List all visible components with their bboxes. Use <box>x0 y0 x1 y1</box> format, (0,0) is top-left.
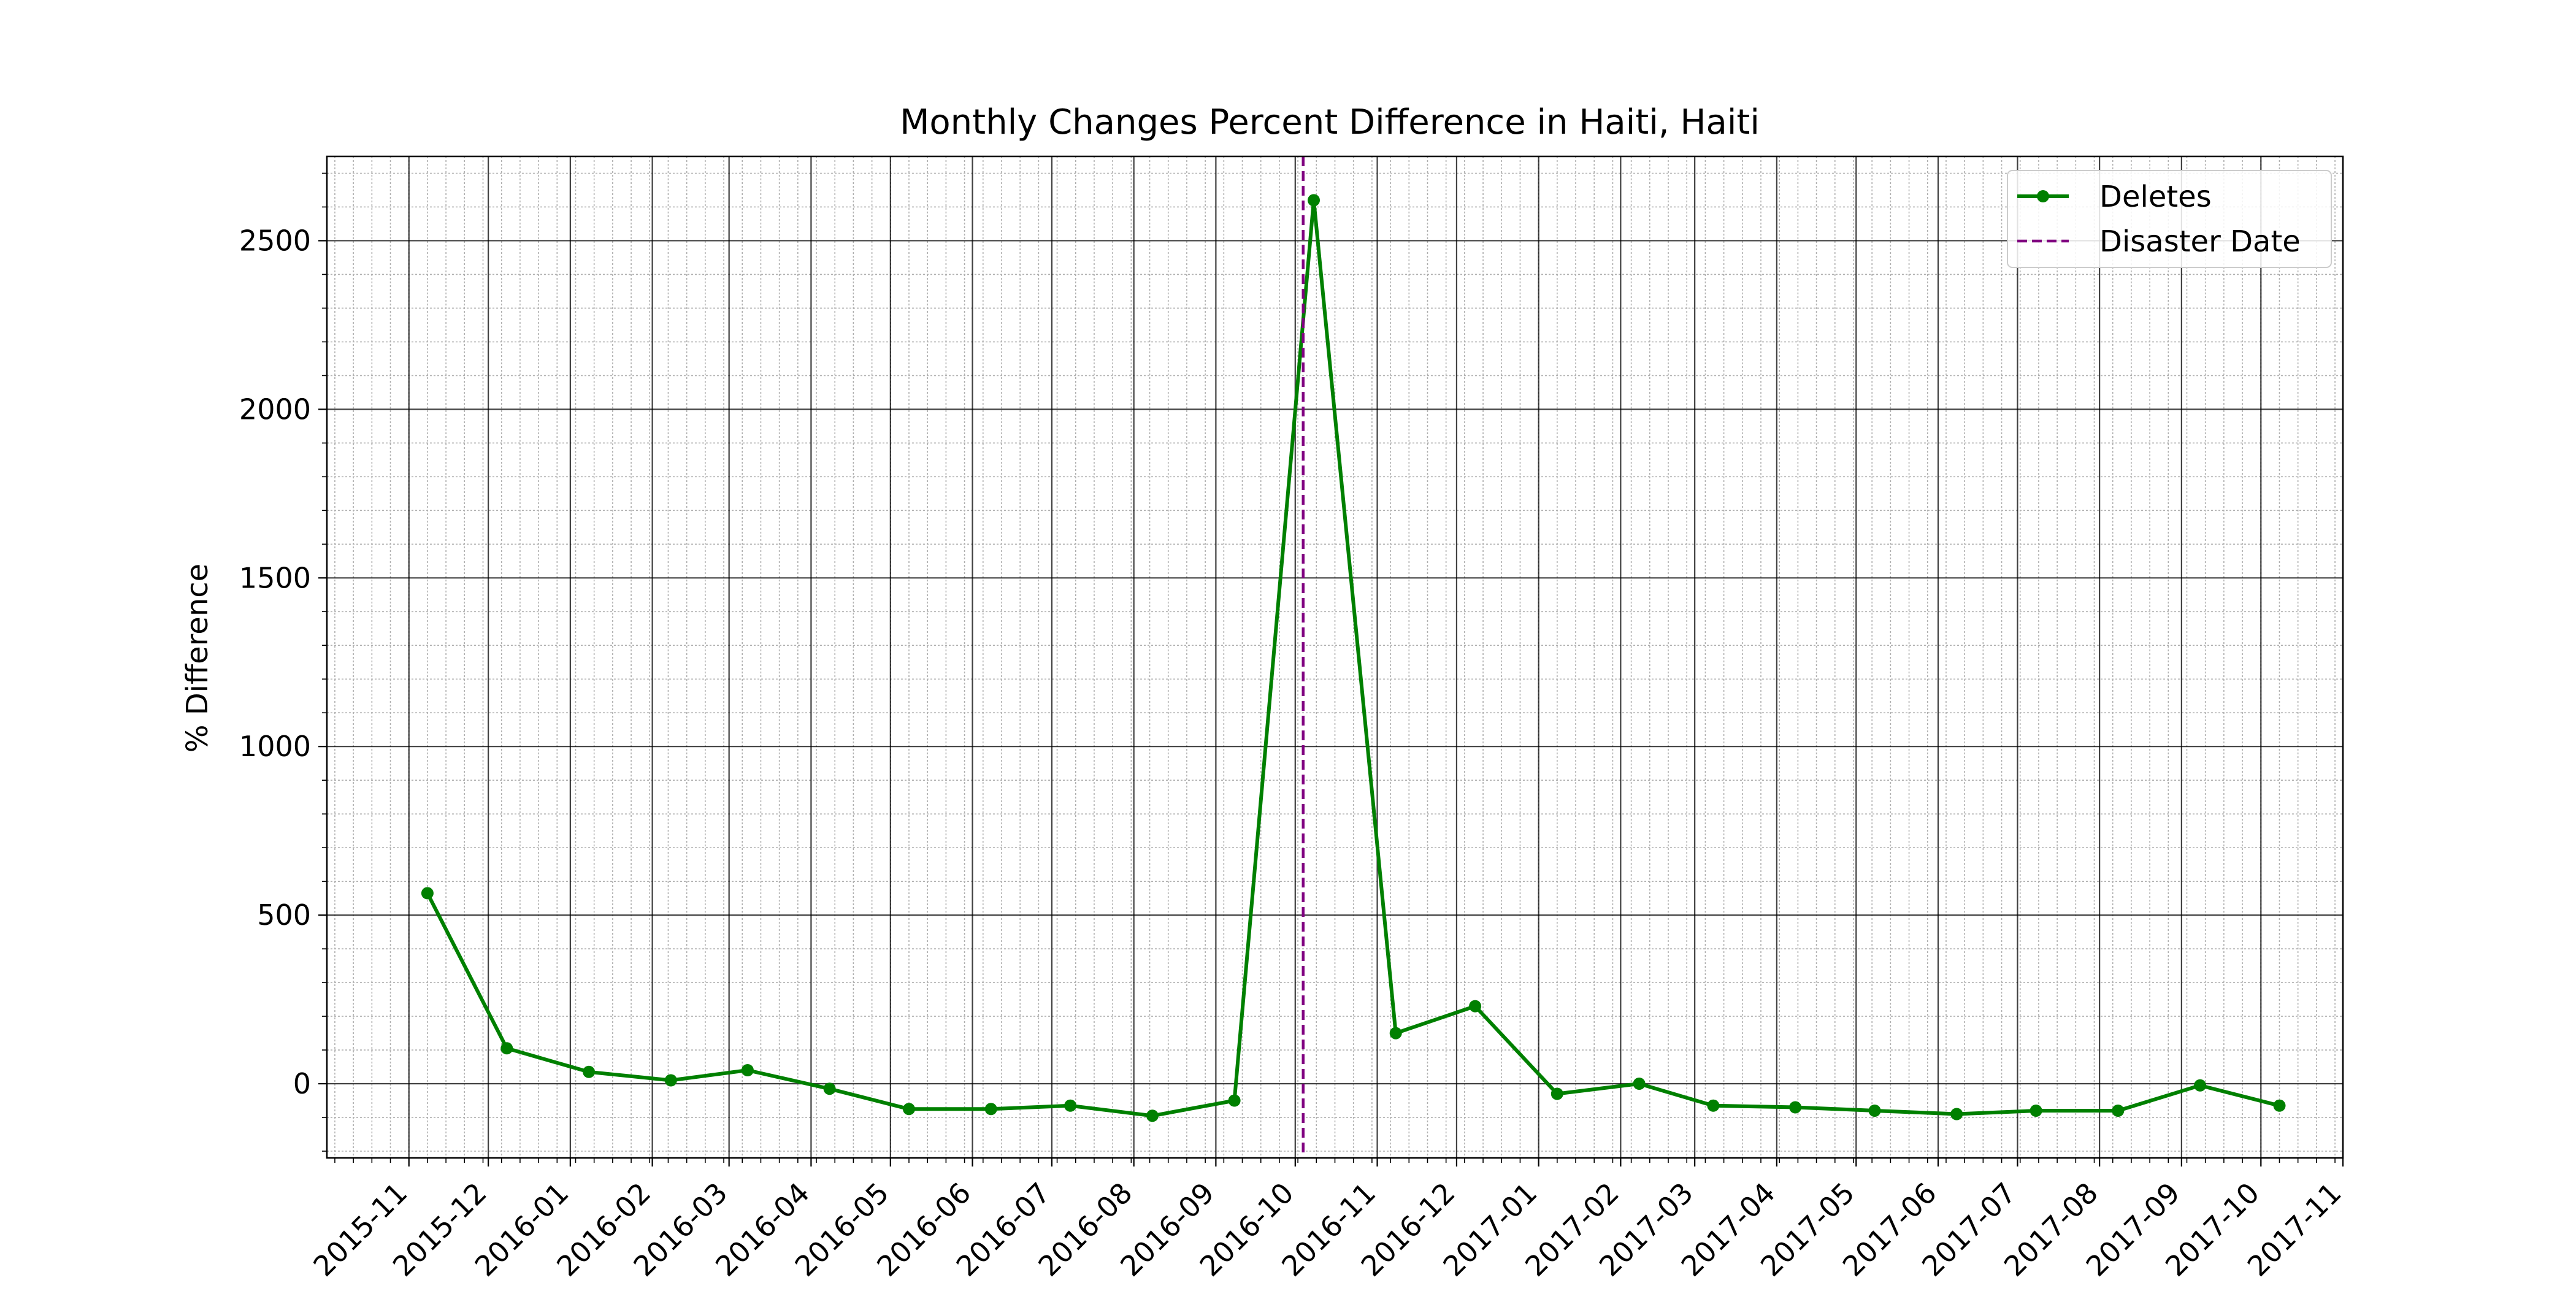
data-point <box>2194 1079 2207 1092</box>
series-line <box>426 198 2280 1118</box>
data-point <box>583 1065 596 1078</box>
y-tick-label: 0 <box>293 1067 311 1100</box>
data-point <box>1789 1101 1802 1114</box>
legend-box <box>2007 170 2332 268</box>
data-point <box>1868 1105 1881 1117</box>
y-axis-label: % Difference <box>180 564 215 753</box>
minor-grid <box>327 156 2343 1158</box>
data-point <box>1228 1094 1241 1107</box>
series-layer <box>421 194 2286 1122</box>
data-point <box>823 1082 836 1095</box>
data-point <box>500 1042 513 1055</box>
y-tick-label: 2000 <box>239 393 311 426</box>
data-point <box>1469 1000 1482 1013</box>
data-point <box>2030 1105 2042 1117</box>
legend-label: Deletes <box>2099 180 2212 214</box>
data-point <box>1146 1109 1159 1122</box>
data-point <box>2273 1099 2286 1112</box>
chart-title: Monthly Changes Percent Difference in Ha… <box>900 102 1760 142</box>
data-point <box>984 1103 997 1116</box>
data-point <box>1950 1108 1963 1121</box>
legend-label: Disaster Date <box>2099 224 2301 259</box>
major-grid <box>327 156 2344 1158</box>
data-point <box>1551 1087 1563 1100</box>
data-point <box>1633 1078 1646 1090</box>
data-point <box>1308 194 1320 207</box>
data-point <box>741 1064 754 1076</box>
axis-ticks <box>318 172 2344 1166</box>
y-tick-label: 1500 <box>239 561 311 594</box>
data-point <box>903 1103 915 1116</box>
data-point <box>2112 1105 2125 1117</box>
data-point <box>1707 1099 1720 1112</box>
data-point <box>664 1074 677 1087</box>
data-point <box>421 887 434 900</box>
y-tick-label: 2500 <box>239 224 311 257</box>
y-tick-label: 500 <box>257 898 311 932</box>
data-point <box>1064 1099 1077 1112</box>
data-point <box>1389 1027 1402 1040</box>
legend-marker <box>2037 190 2049 202</box>
y-tick-label: 1000 <box>239 730 311 763</box>
legend: Deletes Disaster Date <box>2007 170 2332 268</box>
